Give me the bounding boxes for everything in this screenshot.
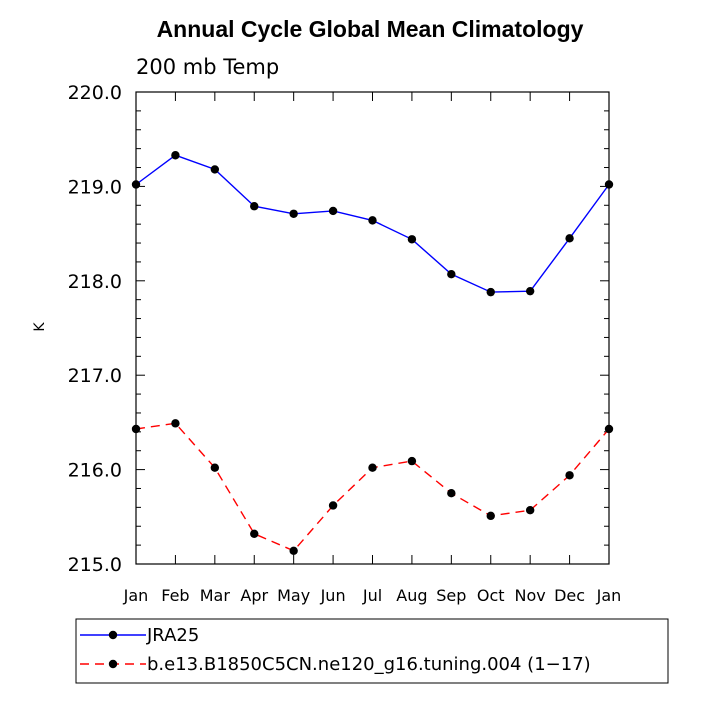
data-point-series-0 <box>289 209 298 218</box>
data-point-series-0 <box>565 234 574 243</box>
plot-series <box>131 151 614 555</box>
x-tick-label: Aug <box>396 586 427 605</box>
chart-title: Annual Cycle Global Mean Climatology <box>157 16 584 42</box>
data-point-series-0 <box>171 151 180 160</box>
x-tick-label: Feb <box>161 586 189 605</box>
data-point-series-1 <box>250 529 259 538</box>
x-tick-label: Mar <box>200 586 231 605</box>
data-point-series-1 <box>525 505 535 515</box>
legend-marker-model <box>108 659 118 669</box>
y-tick-label: 219.0 <box>68 176 122 198</box>
legend: JRA25 b.e13.B1850C5CN.ne120_g16.tuning.0… <box>75 618 669 684</box>
data-point-series-0 <box>407 235 417 244</box>
legend-label-model: b.e13.B1850C5CN.ne120_g16.tuning.004 (1−… <box>147 654 591 675</box>
y-tick-label: 218.0 <box>68 271 122 293</box>
legend-box <box>75 618 669 684</box>
data-point-series-0 <box>447 269 456 279</box>
data-point-series-1 <box>486 511 495 521</box>
y-tick-label: 215.0 <box>68 554 122 576</box>
data-point-series-1 <box>131 424 141 434</box>
data-point-series-0 <box>210 165 220 174</box>
x-tick-label: Sep <box>436 586 466 605</box>
data-point-series-1 <box>447 489 456 498</box>
x-tick-label: Jan <box>596 586 622 605</box>
data-point-series-1 <box>328 501 338 510</box>
x-tick-label: Apr <box>240 586 268 605</box>
x-tick-label: Jul <box>362 586 382 605</box>
data-point-series-1 <box>604 424 614 434</box>
data-point-series-0 <box>604 180 614 189</box>
plot-frame <box>135 91 610 565</box>
data-point-series-1 <box>407 456 417 466</box>
data-point-series-1 <box>289 546 298 555</box>
data-point-series-0 <box>131 180 141 189</box>
plot-border <box>135 91 610 565</box>
y-tick-label: 220.0 <box>68 82 122 104</box>
legend-marker-jra25 <box>108 630 118 640</box>
y-tick-label: 217.0 <box>68 365 122 387</box>
data-point-series-1 <box>565 471 574 480</box>
x-tick-label: Jun <box>320 586 346 605</box>
data-point-series-0 <box>328 206 338 216</box>
legend-label-jra25: JRA25 <box>146 625 199 646</box>
data-point-series-1 <box>368 463 377 472</box>
x-tick-label: Oct <box>477 586 505 605</box>
x-tick-label: Nov <box>515 586 546 605</box>
x-tick-label: May <box>277 586 310 605</box>
chart-subtitle: 200 mb Temp <box>136 55 279 79</box>
x-tick-label: Jan <box>123 586 149 605</box>
y-tick-label: 216.0 <box>68 460 122 482</box>
series-line-1 <box>135 422 610 552</box>
y-axis-label: K <box>32 322 48 332</box>
data-point-series-0 <box>486 287 495 297</box>
data-point-series-0 <box>250 202 259 211</box>
x-tick-label: Dec <box>554 586 585 605</box>
data-point-series-0 <box>368 216 377 225</box>
x-axis: Jan Feb Mar Apr May Jun Jul Aug Sep Oct Nov Dec Jan <box>123 92 622 605</box>
data-point-series-0 <box>525 286 535 296</box>
data-point-series-1 <box>171 419 180 428</box>
data-point-series-1 <box>210 463 220 472</box>
y-axis: 215.0 216.0 217.0 218.0 219.0 220.0 <box>68 82 609 576</box>
